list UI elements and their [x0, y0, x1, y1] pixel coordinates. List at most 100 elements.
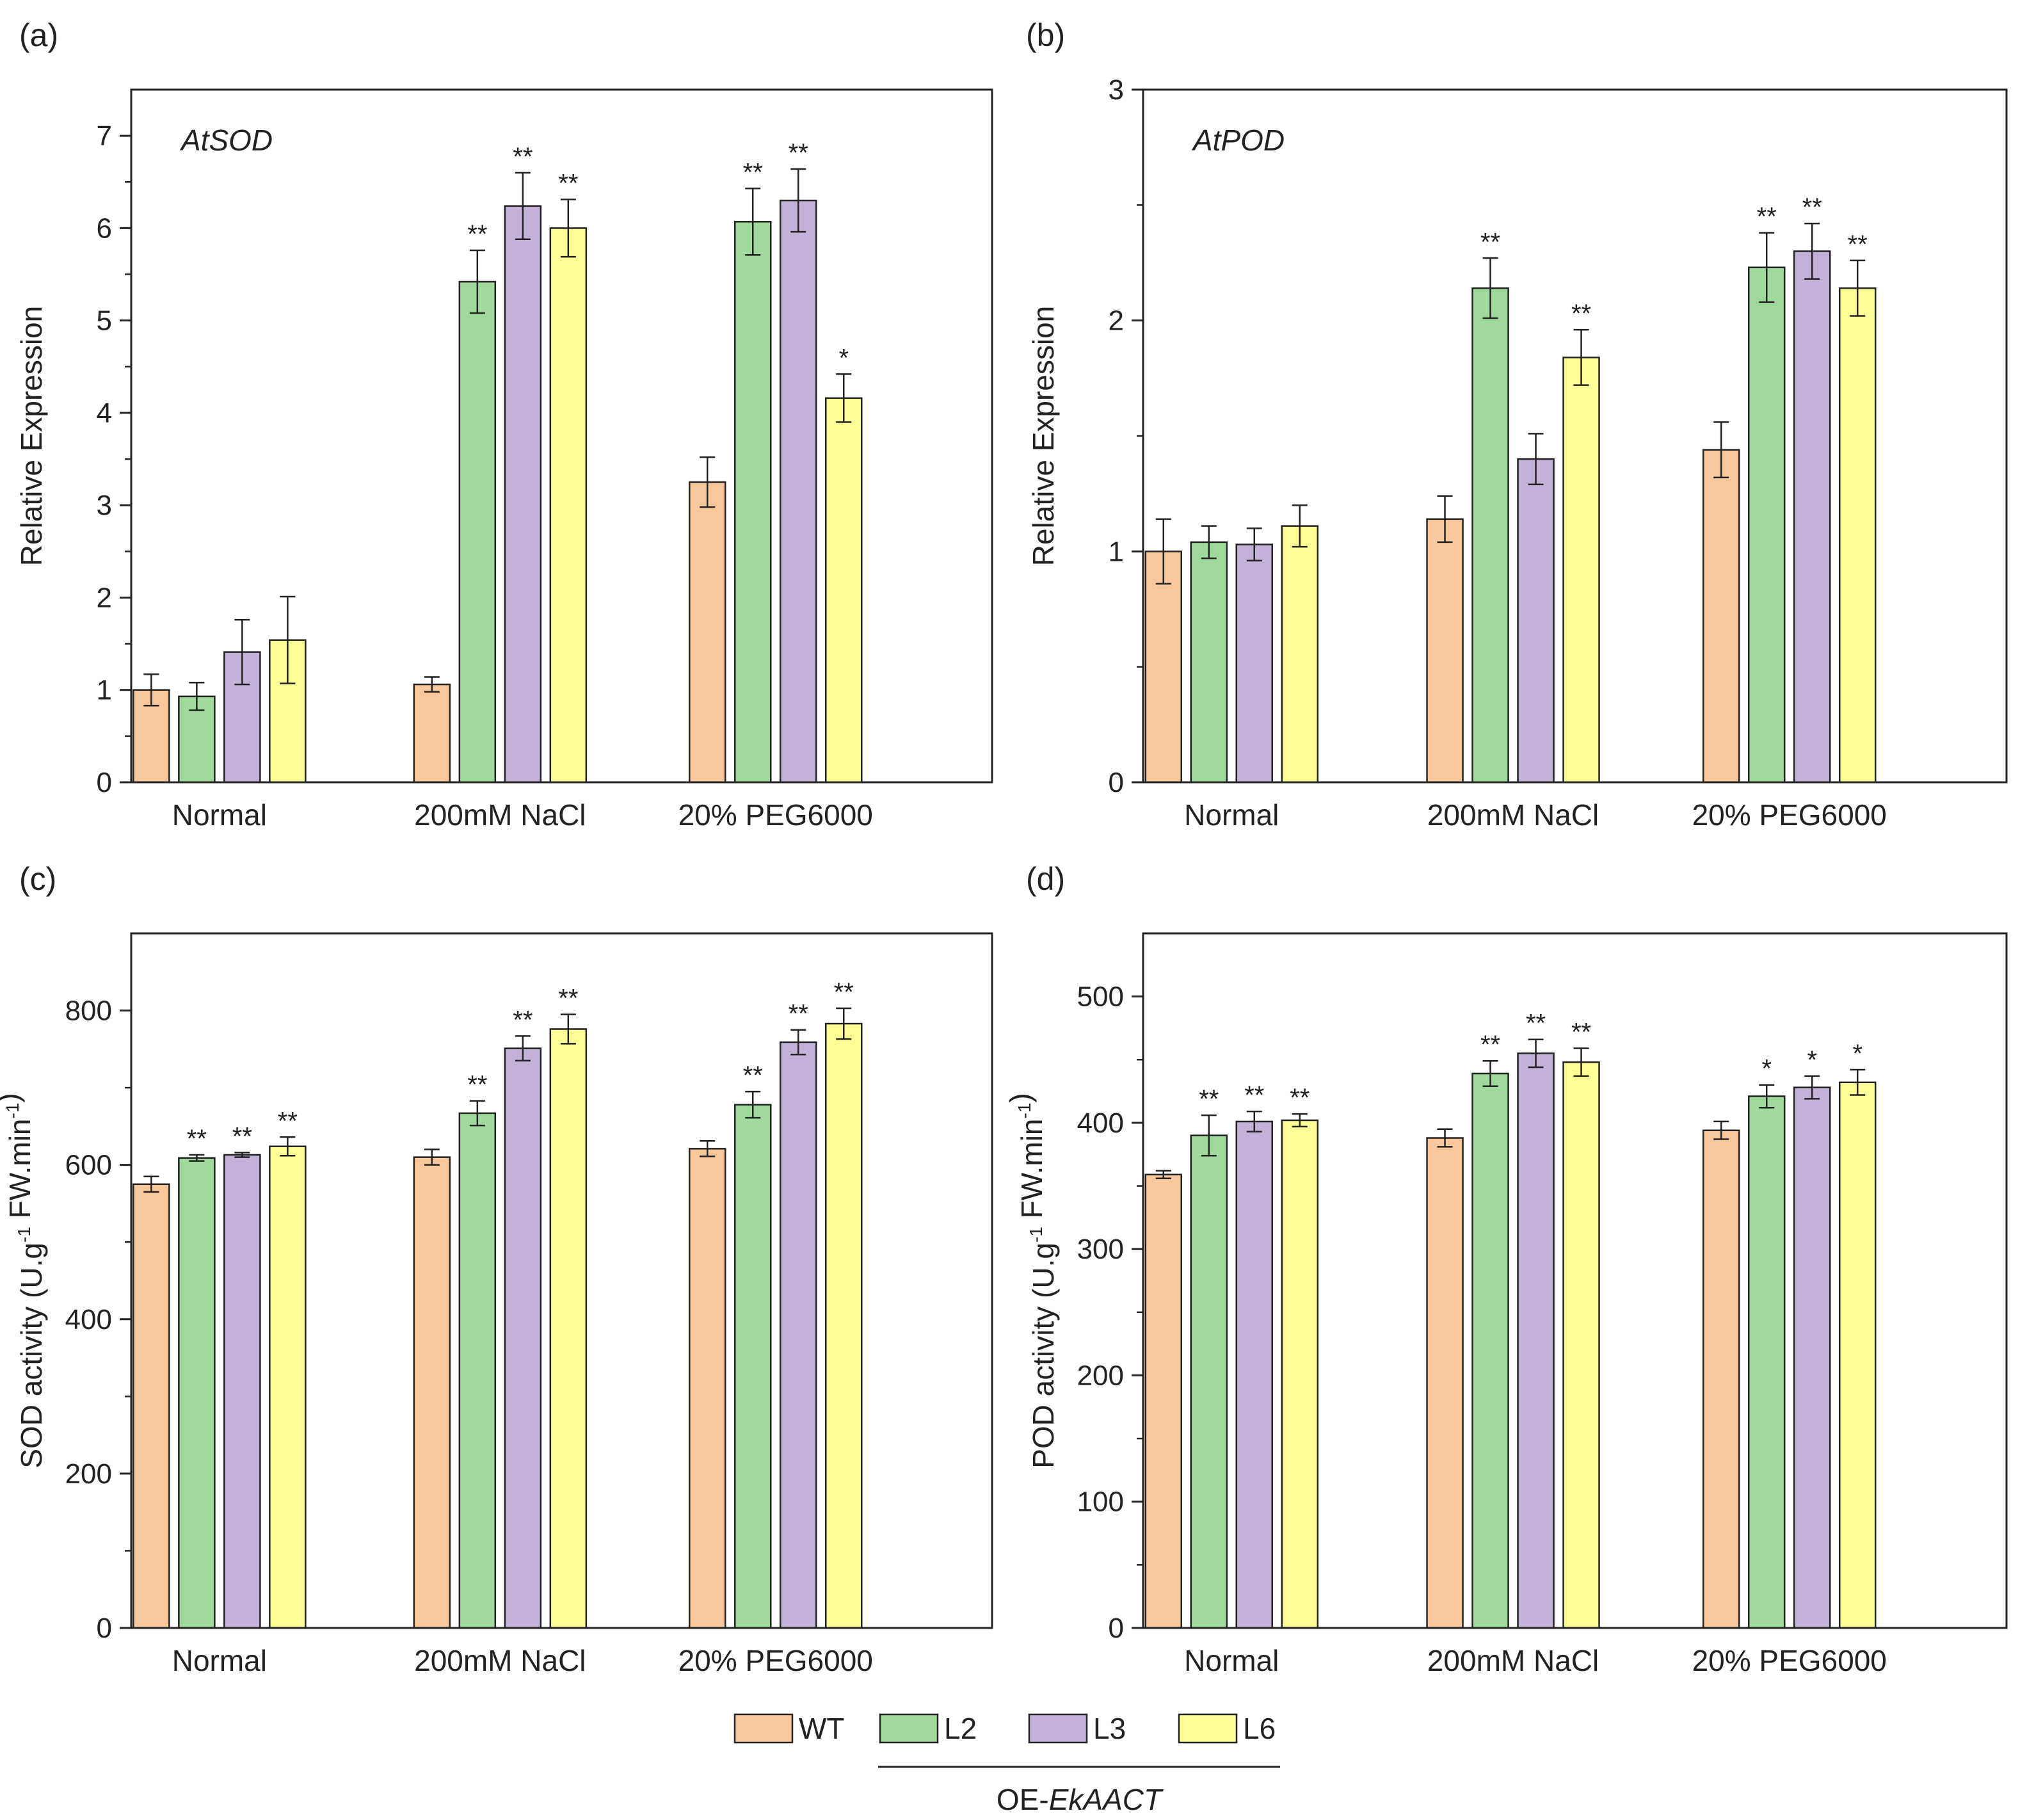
panel-label: (c) [19, 861, 56, 897]
legend-swatch-l6 [1178, 1713, 1238, 1744]
y-axis-label-part: -1 [1014, 1103, 1034, 1119]
bar-wt [132, 1183, 170, 1629]
bar-wt [1144, 1173, 1183, 1629]
significance-label: ** [1526, 1010, 1546, 1038]
y-tick-label: 7 [97, 120, 112, 152]
bar-l3 [1235, 544, 1274, 784]
bar-l6 [1562, 1061, 1600, 1629]
significance-label: ** [558, 170, 578, 198]
bar-wt [1702, 1129, 1740, 1629]
x-tick-label: Normal [1184, 1644, 1279, 1677]
legend-label-l3: L3 [1093, 1712, 1126, 1745]
y-tick-label: 500 [1077, 981, 1124, 1013]
y-tick-label: 200 [1077, 1360, 1124, 1391]
y-axis-label-part: Relative Expression [1027, 306, 1060, 567]
y-tick-label: 600 [65, 1150, 112, 1181]
bar-wt [413, 683, 451, 784]
significance-label: ** [1480, 1031, 1500, 1059]
significance-label: ** [1848, 230, 1868, 259]
significance-label: * [1761, 1055, 1772, 1083]
y-axis-label-part: SOD activity (U.g [15, 1243, 48, 1469]
legend-label-wt: WT [799, 1712, 845, 1745]
significance-label: ** [467, 1071, 487, 1099]
bar-l2 [1747, 1095, 1786, 1629]
bar-wt [1144, 551, 1183, 784]
x-tick-label: 20% PEG6000 [1692, 798, 1887, 832]
gene-annotation: AtSOD [179, 124, 273, 157]
bar-l3 [779, 1041, 817, 1629]
y-axis-label-part: ) [1004, 1093, 1037, 1102]
y-axis-label-part: -1 [1026, 1227, 1046, 1243]
bar-l3 [779, 199, 817, 784]
x-tick-label: Normal [1184, 798, 1279, 832]
significance-label: ** [558, 985, 578, 1013]
bar-l6 [1838, 1081, 1877, 1629]
y-tick-label: 2 [1109, 305, 1124, 337]
x-tick-label: Normal [172, 798, 267, 832]
x-tick-label: 20% PEG6000 [1692, 1644, 1887, 1677]
y-axis-label: SOD activity (U.g-1 FW.min-1) [0, 1093, 48, 1469]
gene-annotation: AtPOD [1191, 124, 1285, 157]
legend-swatch-wt [733, 1713, 794, 1744]
significance-label: ** [789, 139, 808, 167]
y-tick-label: 3 [1109, 74, 1124, 106]
y-axis-label-part: FW.min [3, 1118, 36, 1227]
significance-label: ** [513, 143, 533, 171]
bar-l6 [824, 397, 863, 784]
bar-wt [1426, 518, 1464, 784]
significance-label: ** [232, 1122, 252, 1150]
bar-wt [688, 1148, 726, 1629]
y-tick-label: 300 [1077, 1234, 1124, 1265]
bar-l6 [1562, 357, 1600, 784]
y-tick-label: 2 [97, 582, 112, 613]
bar-wt [413, 1156, 451, 1629]
significance-label: ** [1757, 203, 1777, 231]
bar-l6 [269, 1145, 307, 1629]
y-axis-label: Relative Expression [1027, 306, 1060, 567]
y-tick-label: 400 [65, 1304, 112, 1335]
bar-l3 [1517, 458, 1555, 784]
y-axis-label-part: -1 [3, 1103, 22, 1119]
bar-l2 [1190, 1134, 1228, 1629]
significance-label: ** [1802, 193, 1822, 221]
significance-label: ** [1480, 228, 1500, 256]
bar-l2 [733, 221, 772, 784]
significance-label: ** [513, 1006, 533, 1034]
y-tick-label: 0 [1109, 1613, 1124, 1644]
y-tick-label: 200 [65, 1458, 112, 1490]
chart-panel-4: (d)***************0100200300400500Normal… [1004, 861, 2008, 1677]
chart-panel-3: (c) ** ** ** ** ** ** ** ** ** 0 200 400 600 800 Normal… [0, 861, 993, 1677]
significance-label: ** [467, 220, 487, 248]
y-tick-label: 3 [97, 490, 112, 521]
y-tick-label: 5 [97, 305, 112, 337]
bar-l6 [1281, 1119, 1319, 1629]
bar-l3 [223, 1154, 261, 1629]
significance-label: ** [743, 1061, 763, 1090]
x-tick-label: 200mM NaCl [1427, 798, 1599, 832]
bar-l2 [733, 1104, 772, 1629]
chart-panel-2: (b) ** ** ** ** ** 0 1 2 3 Normal 200mM NaCl 20% PEG… [1026, 17, 2008, 832]
significance-label: ** [187, 1125, 207, 1153]
bar-l2 [1471, 1072, 1509, 1629]
significance-label: ** [789, 1000, 808, 1028]
significance-label: ** [1290, 1084, 1310, 1112]
significance-label: * [838, 344, 849, 372]
y-axis-label: Relative Expression [15, 306, 48, 567]
bar-l3 [1793, 1086, 1831, 1629]
y-tick-label: 400 [1077, 1107, 1124, 1139]
plot-frame [130, 932, 993, 1629]
significance-label: ** [1571, 300, 1591, 328]
y-tick-label: 100 [1077, 1486, 1124, 1518]
bar-l2 [1190, 541, 1228, 784]
y-axis-label-part: -1 [14, 1227, 34, 1243]
x-tick-label: 20% PEG6000 [678, 798, 873, 832]
bar-l6 [549, 227, 588, 784]
y-axis-label-part: ) [0, 1093, 25, 1102]
panel-label: (a) [19, 17, 58, 53]
y-tick-label: 0 [97, 767, 112, 798]
bar-wt [1426, 1137, 1464, 1629]
y-axis-label-part: FW.min [1015, 1118, 1048, 1227]
bar-l2 [458, 1112, 497, 1629]
